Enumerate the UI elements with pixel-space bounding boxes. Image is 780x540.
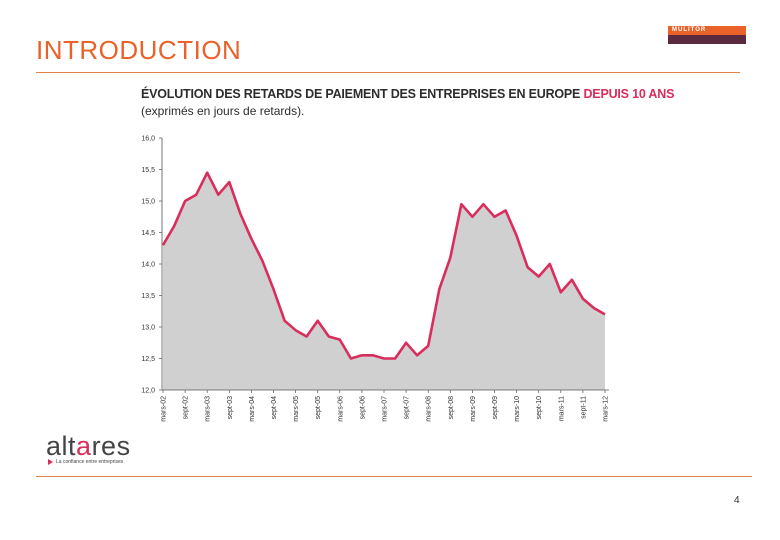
x-tick-label: mars-11	[558, 396, 565, 421]
delay-area	[163, 172, 605, 390]
y-tick-label: 14,0	[141, 262, 155, 269]
logo-suffix: res	[91, 431, 131, 461]
x-tick-label: mars-09	[470, 396, 477, 422]
y-tick-label: 13,5	[141, 293, 155, 300]
x-tick-label: sept-10	[536, 396, 543, 419]
chart-subtitle: (exprimés en jours de retards).	[141, 104, 305, 118]
logo-accent: a	[76, 431, 92, 461]
page-number: 4	[734, 495, 740, 506]
chart-title-main: ÉVOLUTION DES RETARDS DE PAIEMENT DES EN…	[141, 87, 581, 101]
y-tick-label: 15,0	[141, 199, 155, 206]
x-tick-label: mars-08	[426, 396, 433, 422]
brand-badge-bar	[668, 35, 746, 44]
play-triangle-icon	[48, 459, 53, 465]
bottom-divider	[36, 476, 752, 477]
logo-tagline: La confiance entre entreprises	[46, 459, 131, 465]
logo-prefix: alt	[46, 431, 77, 461]
chart-title: ÉVOLUTION DES RETARDS DE PAIEMENT DES EN…	[141, 87, 674, 101]
brand-badge-label: MULITOR	[668, 26, 716, 35]
y-tick-label: 16,0	[141, 136, 155, 143]
x-tick-label: sept-04	[271, 396, 278, 419]
page-title: INTRODUCTION	[36, 35, 242, 65]
chart-title-accent: DEPUIS 10 ANS	[583, 87, 675, 101]
brand-badge: MULITOR	[668, 26, 746, 44]
x-tick-label: mars-07	[382, 396, 389, 422]
brand-badge-block	[712, 26, 746, 35]
x-tick-label: mars-12	[603, 396, 610, 422]
y-tick-label: 12,5	[141, 356, 155, 363]
y-tick-label: 13,0	[141, 325, 155, 332]
x-tick-label: mars-10	[514, 396, 521, 422]
x-tick-label: mars-05	[293, 396, 300, 422]
altares-logo: altares La confiance entre entreprises	[46, 432, 131, 465]
x-tick-label: mars-02	[161, 396, 168, 422]
x-tick-label: sept-07	[404, 396, 411, 419]
x-tick-label: sept-02	[183, 396, 190, 419]
y-tick-label: 15,5	[141, 167, 155, 174]
x-axis-ticks: mars-02 sept-02 mars-03 sept-03 mars-04 sept-…	[161, 390, 610, 422]
logo-wordmark: altares	[46, 432, 131, 460]
x-tick-label: mars-04	[249, 396, 256, 422]
top-divider	[36, 72, 740, 73]
x-tick-label: sept-03	[227, 396, 234, 419]
y-tick-label: 12,0	[141, 388, 155, 395]
x-tick-label: sept-05	[315, 396, 322, 419]
x-tick-label: sept-09	[492, 396, 499, 419]
y-tick-label: 14,5	[141, 230, 155, 237]
x-tick-label: sept-11	[580, 396, 587, 419]
x-tick-label: sept-08	[448, 396, 455, 419]
y-axis-ticks: 12,0 12,5 13,0 13,5 14,0 14,5 15,0 15,5 16,0	[141, 136, 162, 395]
x-tick-label: mars-03	[205, 396, 212, 422]
x-tick-label: mars-06	[337, 396, 344, 422]
x-tick-label: sept-06	[359, 396, 366, 419]
delay-line	[161, 171, 606, 360]
logo-tagline-text: La confiance entre entreprises	[56, 459, 124, 465]
